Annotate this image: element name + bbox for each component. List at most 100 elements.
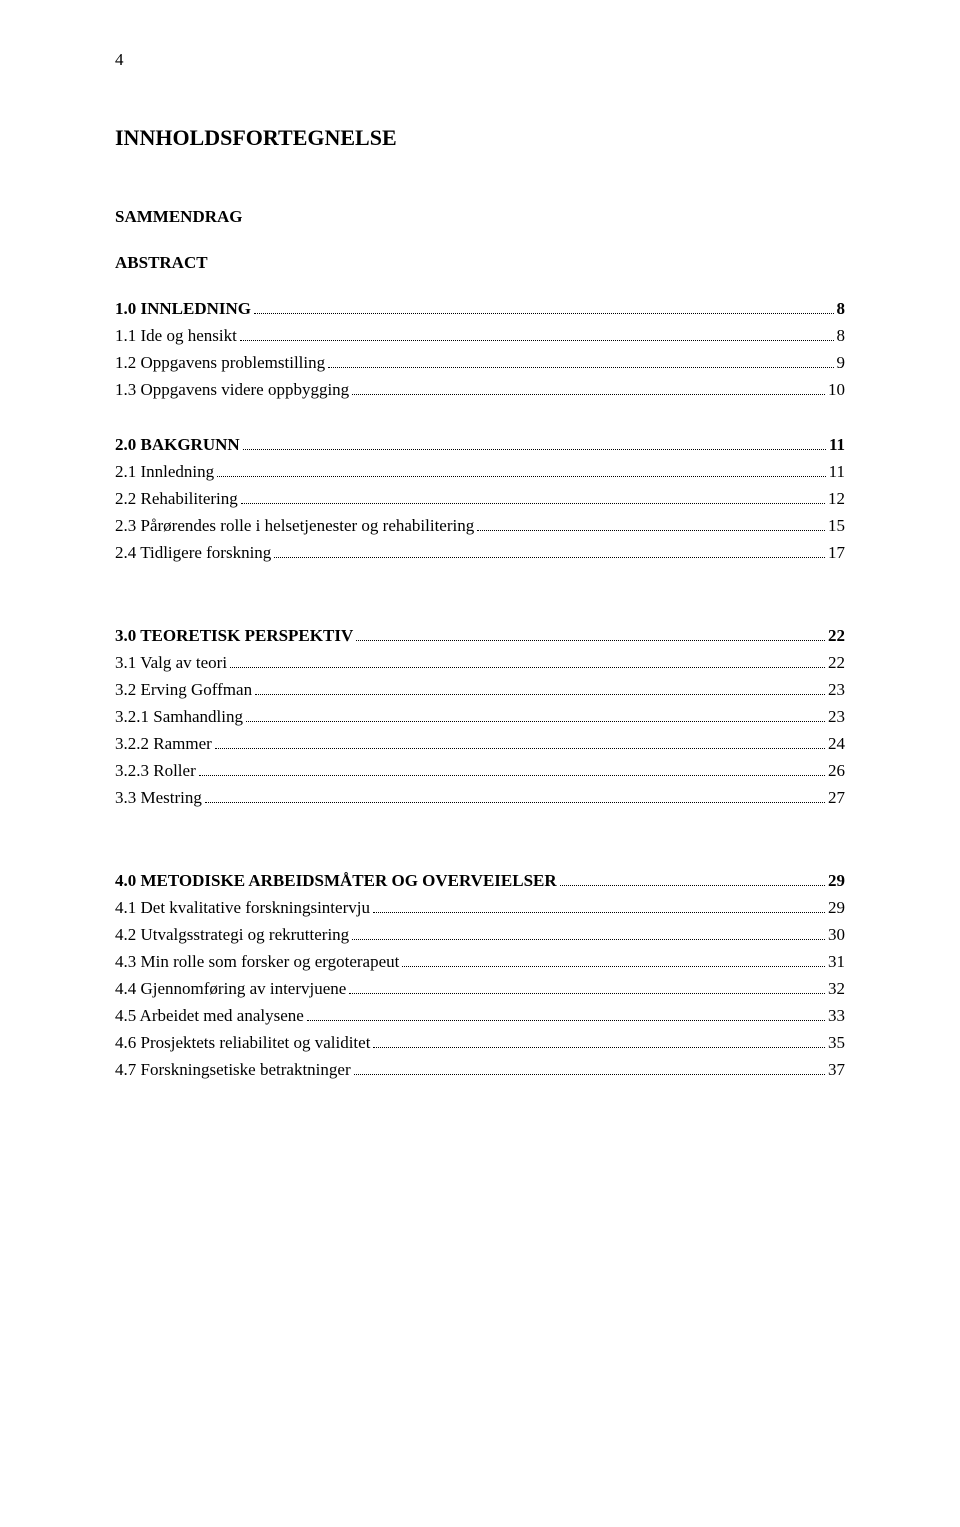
toc-page-number: 23: [828, 707, 845, 727]
toc-label: 1.3 Oppgavens videre oppbygging: [115, 380, 349, 400]
toc-page-number: 9: [837, 353, 846, 373]
toc-label: 2.3 Pårørendes rolle i helsetjenester og…: [115, 516, 474, 536]
toc-page-number: 11: [829, 435, 845, 455]
toc-page-number: 8: [837, 326, 846, 346]
toc-leader-dots: [307, 1020, 825, 1021]
toc-leader-dots: [560, 885, 825, 886]
toc-leader-dots: [373, 1047, 825, 1048]
toc-label: 4.2 Utvalgsstrategi og rekruttering: [115, 925, 349, 945]
toc-page-number: 23: [828, 680, 845, 700]
toc-page-number: 8: [837, 299, 846, 319]
toc-label: 3.1 Valg av teori: [115, 653, 227, 673]
toc-leader-dots: [477, 530, 825, 531]
toc-label: 4.3 Min rolle som forsker og ergoterapeu…: [115, 952, 399, 972]
toc-leader-dots: [230, 667, 825, 668]
toc-item: 4.7 Forskningsetiske betraktninger 37: [115, 1060, 845, 1080]
toc-label: 3.3 Mestring: [115, 788, 202, 808]
toc-title: INNHOLDSFORTEGNELSE: [115, 125, 845, 151]
toc-item: 1.3 Oppgavens videre oppbygging 10: [115, 380, 845, 400]
toc-leader-dots: [349, 993, 825, 994]
toc-leader-dots: [241, 503, 825, 504]
toc-label: 3.2.3 Roller: [115, 761, 196, 781]
toc-page-number: 22: [828, 653, 845, 673]
toc-label: 1.2 Oppgavens problemstilling: [115, 353, 325, 373]
toc-item: 4.1 Det kvalitative forskningsintervju 2…: [115, 898, 845, 918]
toc-label: 3.2.1 Samhandling: [115, 707, 243, 727]
toc-leader-dots: [328, 367, 833, 368]
subheading-abstract: ABSTRACT: [115, 253, 845, 273]
toc-page-number: 22: [828, 626, 845, 646]
toc-leader-dots: [356, 640, 825, 641]
toc-leader-dots: [199, 775, 825, 776]
toc-page-number: 31: [828, 952, 845, 972]
toc-leader-dots: [255, 694, 825, 695]
toc-page-number: 32: [828, 979, 845, 999]
toc-label: 2.0 BAKGRUNN: [115, 435, 240, 455]
toc-page-number: 15: [828, 516, 845, 536]
toc-label: 3.0 TEORETISK PERSPEKTIV: [115, 626, 353, 646]
toc-label: 4.7 Forskningsetiske betraktninger: [115, 1060, 351, 1080]
page-number: 4: [115, 50, 845, 70]
toc-label: 2.4 Tidligere forskning: [115, 543, 271, 563]
toc-label: 4.1 Det kvalitative forskningsintervju: [115, 898, 370, 918]
toc-leader-dots: [243, 449, 826, 450]
toc-label: 2.2 Rehabilitering: [115, 489, 238, 509]
toc-label: 1.1 Ide og hensikt: [115, 326, 237, 346]
toc-leader-dots: [352, 939, 825, 940]
toc-label: 3.2 Erving Goffman: [115, 680, 252, 700]
toc-item: 4.2 Utvalgsstrategi og rekruttering 30: [115, 925, 845, 945]
subheading-sammendrag: SAMMENDRAG: [115, 207, 845, 227]
toc-item: 3.2.3 Roller 26: [115, 761, 845, 781]
toc-leader-dots: [205, 802, 825, 803]
toc-item: 2.2 Rehabilitering 12: [115, 489, 845, 509]
toc-label: 4.0 METODISKE ARBEIDSMÅTER OG OVERVEIELS…: [115, 871, 557, 891]
toc-item: 3.2 Erving Goffman 23: [115, 680, 845, 700]
toc-section-heading: 2.0 BAKGRUNN 11: [115, 435, 845, 455]
toc-item: 3.3 Mestring 27: [115, 788, 845, 808]
toc-leader-dots: [373, 912, 825, 913]
toc-label: 3.2.2 Rammer: [115, 734, 212, 754]
toc-page-number: 30: [828, 925, 845, 945]
toc-item: 2.4 Tidligere forskning 17: [115, 543, 845, 563]
toc-item: 4.3 Min rolle som forsker og ergoterapeu…: [115, 952, 845, 972]
toc-page-number: 17: [828, 543, 845, 563]
toc-page-number: 35: [828, 1033, 845, 1053]
toc-item: 3.1 Valg av teori 22: [115, 653, 845, 673]
toc-item: 1.2 Oppgavens problemstilling 9: [115, 353, 845, 373]
toc-item: 4.5 Arbeidet med analysene 33: [115, 1006, 845, 1026]
toc-leader-dots: [215, 748, 825, 749]
toc-page-number: 27: [828, 788, 845, 808]
toc-item: 3.2.2 Rammer 24: [115, 734, 845, 754]
toc-leader-dots: [217, 476, 825, 477]
toc-leader-dots: [274, 557, 825, 558]
toc-page-number: 29: [828, 871, 845, 891]
toc-item: 1.1 Ide og hensikt 8: [115, 326, 845, 346]
toc-item: 2.3 Pårørendes rolle i helsetjenester og…: [115, 516, 845, 536]
toc-page-number: 37: [828, 1060, 845, 1080]
toc-leader-dots: [352, 394, 825, 395]
toc-leader-dots: [254, 313, 833, 314]
toc-label: 1.0 INNLEDNING: [115, 299, 251, 319]
toc-section-heading: 4.0 METODISKE ARBEIDSMÅTER OG OVERVEIELS…: [115, 871, 845, 891]
toc-item: 2.1 Innledning 11: [115, 462, 845, 482]
toc-item: 4.4 Gjennomføring av intervjuene 32: [115, 979, 845, 999]
toc-label: 4.5 Arbeidet med analysene: [115, 1006, 304, 1026]
toc-page-number: 33: [828, 1006, 845, 1026]
toc-item: 3.2.1 Samhandling 23: [115, 707, 845, 727]
toc-page-number: 26: [828, 761, 845, 781]
toc-label: 4.4 Gjennomføring av intervjuene: [115, 979, 346, 999]
toc-leader-dots: [246, 721, 825, 722]
toc-page-number: 11: [829, 462, 845, 482]
document-page: 4 INNHOLDSFORTEGNELSE SAMMENDRAG ABSTRAC…: [0, 0, 960, 1147]
toc-page-number: 29: [828, 898, 845, 918]
toc-page-number: 24: [828, 734, 845, 754]
toc-label: 2.1 Innledning: [115, 462, 214, 482]
toc-item: 4.6 Prosjektets reliabilitet og validite…: [115, 1033, 845, 1053]
toc-leader-dots: [402, 966, 825, 967]
toc-leader-dots: [240, 340, 834, 341]
toc-section-heading: 3.0 TEORETISK PERSPEKTIV 22: [115, 626, 845, 646]
toc-label: 4.6 Prosjektets reliabilitet og validite…: [115, 1033, 370, 1053]
toc-page-number: 10: [828, 380, 845, 400]
toc-page-number: 12: [828, 489, 845, 509]
toc-leader-dots: [354, 1074, 825, 1075]
